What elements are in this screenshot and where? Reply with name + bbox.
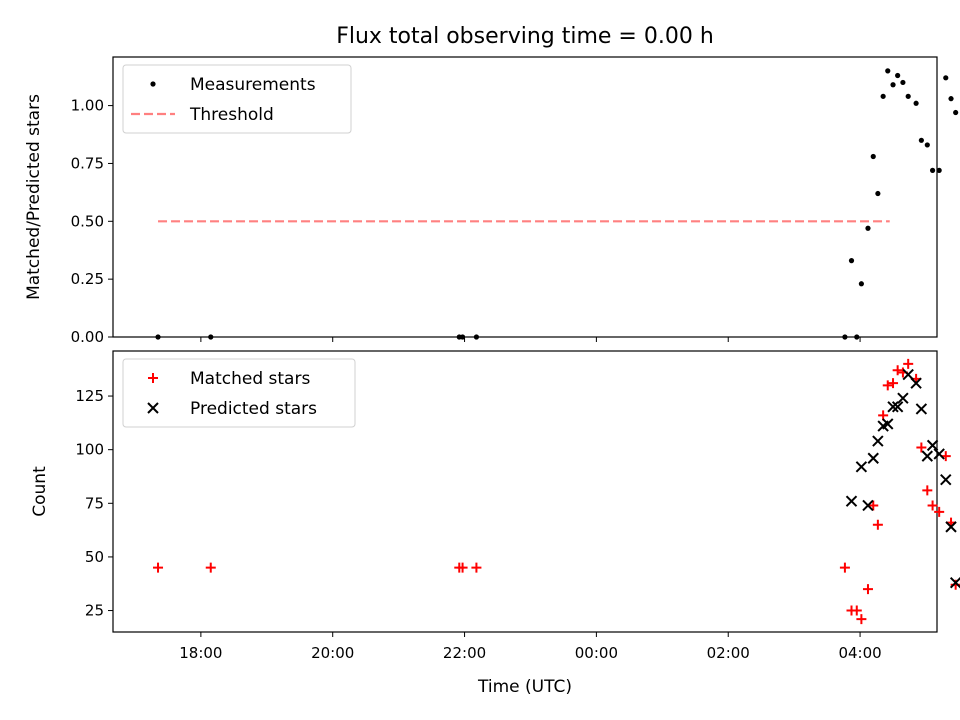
data-point: [882, 380, 893, 391]
bottom-panel-counts: 18:00 20:00 22:00 00:00 02:00 04:00 25 50 75 100 1…: [30, 350, 960, 662]
data-point: [949, 576, 960, 589]
data-point: [915, 403, 928, 415]
data-point: [948, 96, 954, 102]
data-point: [867, 452, 879, 464]
data-point: [888, 378, 899, 389]
data-point: [872, 435, 884, 447]
data-point: [892, 365, 903, 376]
data-point: [842, 334, 848, 340]
legend: Matched stars Predicted stars: [122, 358, 356, 428]
data-point: [890, 82, 896, 88]
legend-label: Threshold: [189, 105, 274, 125]
axes-frame: [112, 350, 938, 633]
data-point: [918, 137, 924, 143]
data-point: [862, 499, 874, 512]
data-point: [921, 450, 934, 462]
data-point: [865, 225, 871, 231]
data-point: [855, 461, 868, 473]
data-point: [905, 93, 911, 99]
legend: Measurements Threshold: [122, 64, 352, 134]
data-point: [856, 614, 867, 625]
data-point: [155, 334, 161, 340]
legend-box: [122, 64, 352, 134]
series-predicted-stars: [845, 368, 960, 589]
data-point: [473, 334, 480, 340]
data-point: [916, 442, 927, 453]
y-tick-label: 0.00: [71, 328, 104, 346]
data-point: [910, 377, 922, 389]
y-tick-label: 75: [85, 494, 104, 512]
legend-label: Measurements: [190, 75, 316, 95]
data-point: [205, 562, 216, 573]
data-point: [924, 142, 930, 148]
data-point: [934, 506, 945, 517]
y-tick-label: 50: [85, 548, 104, 566]
x-tick-label: 18:00: [179, 644, 222, 662]
data-point: [851, 605, 862, 616]
x-axis-label: Time (UTC): [477, 677, 572, 697]
y-tick-label: 0.50: [71, 212, 104, 230]
data-point: [839, 562, 850, 573]
data-point: [900, 79, 906, 86]
y-axis-label: Matched/Predicted stars: [24, 94, 44, 300]
data-point: [895, 72, 901, 79]
chart-title: Flux total observing time = 0.00 h: [336, 24, 714, 49]
data-point: [459, 334, 466, 340]
data-point: [945, 521, 957, 533]
data-point: [929, 167, 936, 173]
data-point: [926, 439, 939, 452]
data-point: [953, 109, 959, 116]
y-tick-label: 0.25: [71, 270, 104, 288]
x-tick-label: 22:00: [443, 644, 486, 662]
x-tick-label: 04:00: [838, 644, 881, 662]
data-point: [153, 562, 164, 573]
legend-marker-plus: [148, 373, 158, 383]
data-point: [885, 68, 891, 74]
data-point: [854, 334, 860, 340]
legend-marker-cross: [147, 402, 159, 414]
y-tick-label: 25: [85, 602, 104, 620]
y-tick-label: 1.00: [71, 97, 104, 115]
data-point: [845, 495, 858, 507]
axes-frame: [112, 56, 938, 338]
data-point: [870, 153, 876, 160]
data-point: [872, 519, 883, 530]
data-point: [943, 75, 949, 81]
data-point: [887, 401, 899, 413]
data-point: [922, 485, 933, 496]
y-axis-label: Count: [30, 466, 50, 517]
data-point: [208, 334, 214, 340]
legend-label: Matched stars: [190, 369, 310, 389]
data-point: [848, 258, 855, 264]
data-point: [862, 584, 873, 595]
data-point: [897, 392, 909, 404]
data-point: [927, 500, 938, 511]
legend-marker-dot: [150, 81, 156, 87]
data-point: [882, 418, 894, 430]
data-point: [868, 500, 879, 511]
data-point: [903, 358, 914, 369]
data-point: [457, 562, 468, 573]
data-point: [936, 167, 942, 173]
x-tick-label: 02:00: [707, 644, 750, 662]
data-point: [875, 190, 881, 197]
y-tick-label: 125: [75, 387, 104, 405]
data-point: [858, 281, 864, 287]
legend-box: [122, 358, 356, 428]
legend-label: Predicted stars: [190, 399, 317, 419]
data-point: [933, 448, 945, 460]
y-tick-label: 100: [75, 441, 104, 459]
y-tick-label: 0.75: [71, 154, 104, 172]
data-point: [471, 562, 482, 573]
data-point: [880, 93, 886, 99]
data-point: [940, 473, 952, 486]
x-tick-label: 00:00: [575, 644, 618, 662]
x-tick-label: 20:00: [311, 644, 354, 662]
top-panel-ratio: 0.00 0.25 0.50 0.75 1.00 Matched/Predicted st…: [24, 56, 959, 346]
data-point: [891, 401, 904, 413]
series-measurements: [155, 68, 959, 340]
data-point: [913, 100, 919, 106]
